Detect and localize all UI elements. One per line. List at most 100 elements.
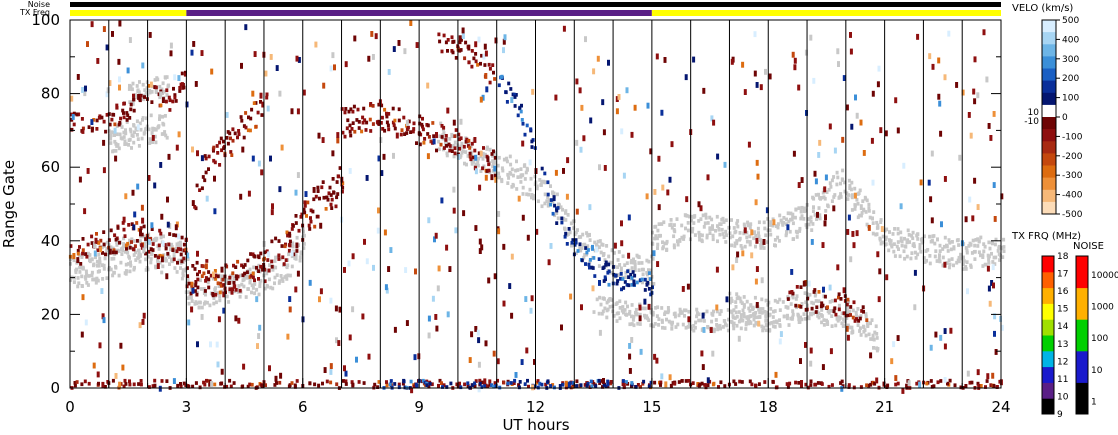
scatter-cell — [637, 261, 641, 265]
scatter-cell — [97, 381, 100, 386]
noise-cell — [351, 306, 355, 313]
scatter-cell — [875, 336, 879, 340]
scatter-cell — [473, 381, 477, 386]
scatter-cell — [794, 297, 798, 301]
noise-cell — [639, 348, 643, 355]
scatter-cell — [458, 146, 461, 151]
noise-cell — [994, 349, 998, 355]
scatter-cell — [294, 214, 298, 218]
scatter-cell — [513, 95, 517, 99]
scatter-cell — [158, 228, 162, 233]
noise-cell — [853, 192, 857, 199]
scatter-cell — [247, 115, 250, 120]
scatter-cell — [574, 230, 578, 235]
scatter-cell — [483, 63, 487, 67]
noise-cell — [213, 208, 217, 215]
txfreq-segment-0 — [70, 10, 187, 16]
scatter-cell — [739, 313, 743, 317]
noise-cell — [938, 100, 942, 107]
scatter-cell — [532, 194, 536, 198]
scatter-cell — [233, 284, 237, 289]
noise-cell — [625, 87, 629, 94]
scatter-cell — [645, 283, 649, 287]
scatter-cell — [253, 254, 257, 259]
noise-cell — [166, 196, 169, 203]
noise-cell — [846, 334, 850, 341]
noise-cell — [715, 266, 719, 273]
velocity-colorbar-label: 100 — [1062, 94, 1079, 104]
scatter-cell — [521, 185, 525, 190]
scatter-cell — [936, 237, 939, 242]
scatter-cell — [255, 265, 258, 270]
scatter-cell — [244, 111, 248, 115]
scatter-cell — [173, 95, 177, 100]
scatter-cell — [122, 130, 126, 135]
scatter-cell — [993, 262, 997, 266]
scatter-cell — [912, 242, 916, 246]
noise-cell — [139, 228, 142, 235]
scatter-cell — [338, 166, 342, 170]
scatter-cell — [516, 168, 520, 172]
scatter-cell — [695, 314, 699, 319]
scatter-cell — [172, 254, 176, 258]
noise-cell — [747, 141, 751, 148]
scatter-cell — [283, 244, 287, 249]
scatter-cell — [818, 213, 822, 217]
noise-colorbar-swatch — [1076, 256, 1088, 289]
scatter-cell — [362, 381, 366, 385]
scatter-cell — [744, 327, 748, 331]
scatter-cell — [403, 132, 407, 136]
scatter-cell — [196, 277, 200, 282]
txfreq-colorbar-label: 9 — [1057, 410, 1063, 420]
scatter-cell — [749, 222, 753, 226]
noise-cell — [487, 277, 491, 284]
scatter-cell — [684, 325, 688, 330]
scatter-cell — [149, 257, 153, 261]
noise-cell — [937, 93, 941, 100]
scatter-cell — [93, 277, 97, 282]
noise-cell — [158, 385, 162, 392]
scatter-cell — [497, 171, 501, 176]
scatter-cell — [201, 264, 205, 269]
scatter-cell — [817, 192, 820, 197]
scatter-cell — [618, 316, 622, 321]
scatter-cell — [132, 140, 136, 145]
scatter-cell — [800, 205, 804, 210]
scatter-cell — [601, 309, 605, 314]
scatter-cell — [477, 151, 481, 156]
scatter-cell — [722, 235, 726, 239]
noise-cell — [503, 34, 507, 41]
scatter-cell — [752, 317, 756, 322]
noise-cell — [286, 333, 290, 340]
noise-cell — [628, 368, 632, 374]
x-tick-label: 21 — [875, 398, 894, 416]
scatter-cell — [853, 207, 857, 211]
noise-cell — [840, 385, 844, 392]
scatter-cell — [969, 265, 973, 269]
scatter-cell — [218, 298, 222, 303]
scatter-cell — [557, 203, 561, 207]
scatter-cell — [981, 253, 985, 258]
scatter-cell — [585, 231, 589, 235]
scatter-cell — [702, 319, 706, 323]
scatter-cell — [163, 75, 167, 79]
scatter-cell — [622, 286, 626, 290]
scatter-cell — [896, 381, 900, 386]
scatter-cell — [151, 140, 155, 144]
scatter-cell — [879, 218, 883, 222]
scatter-cell — [246, 258, 250, 263]
noise-cell — [829, 348, 833, 355]
noise-cell — [896, 335, 900, 341]
scatter-cell — [437, 139, 441, 144]
scatter-cell — [597, 311, 601, 316]
scatter-cell — [257, 269, 261, 273]
scatter-cell — [309, 219, 313, 224]
scatter-cell — [116, 248, 120, 253]
scatter-cell — [719, 222, 723, 226]
scatter-cell — [908, 240, 912, 244]
scatter-cell — [470, 49, 474, 53]
scatter-cell — [772, 309, 775, 314]
scatter-cell — [719, 380, 723, 385]
y-tick-label: 60 — [41, 158, 60, 176]
noise-cell — [86, 168, 90, 174]
